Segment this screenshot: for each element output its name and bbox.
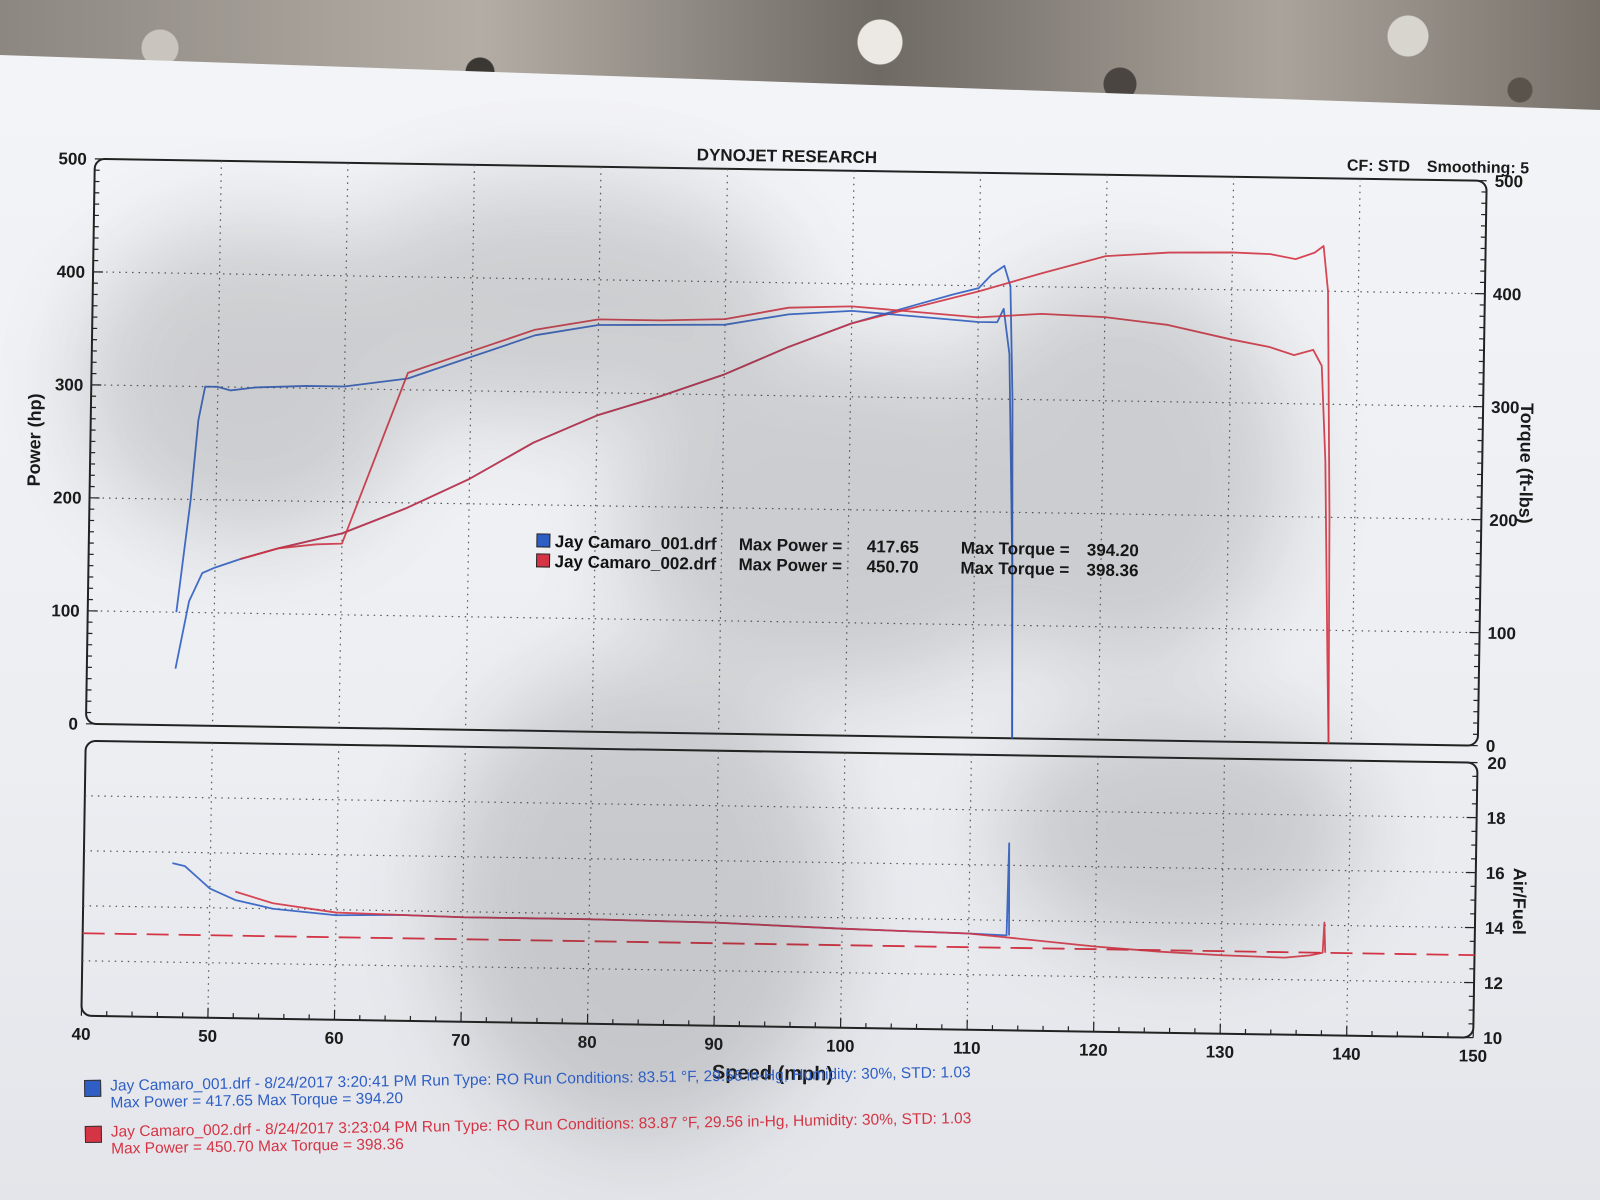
x-tick-label-50: 50 [198,1027,217,1046]
grid-line-x-100 [845,171,854,736]
in-chart-legend: Jay Camaro_001.drf Max Power = 417.65 Ma… [536,532,1139,580]
grid-line-x-120 [1098,175,1107,740]
run1-swatch [84,1080,101,1097]
legend-swatch-run2 [536,554,549,567]
cf-label: CF: STD [1347,158,1410,176]
afr-grid-line-x-50 [208,743,212,1018]
afr-grid-line-x-130 [1220,759,1224,1034]
series-line-torque-run2 [238,297,1335,743]
air-fuel-series [83,829,1477,961]
x-tick-label-130: 130 [1206,1042,1235,1061]
grid-line-x-50 [212,161,221,726]
afr-tick-label-10: 10 [1483,1029,1502,1048]
upper-grid [86,159,1487,746]
lower-grid [81,741,1477,1038]
afr-grid-line-x-90 [714,751,718,1026]
grid-line-x-90 [719,169,728,734]
afr-grid-line-x-120 [1094,757,1098,1032]
grid-line-x-60 [339,163,348,728]
legend-run2-torque-label: Max Torque = [960,559,1069,580]
y2-tick-label-100: 100 [1487,624,1516,643]
y-axis-title-power: Power (hp) [24,393,45,486]
air-fuel-plot-frame [81,741,1477,1038]
afr-tick-label-14: 14 [1485,919,1505,938]
legend-run1-torque-label: Max Torque = [961,539,1070,560]
legend-run2-name: Jay Camaro_002.drf [554,552,716,574]
y-axis-title-torque: Torque (ft-lbs) [1515,403,1537,524]
run-detail-2: Jay Camaro_002.drf - 8/24/2017 3:23:04 P… [85,1108,1085,1158]
y-tick-label-100: 100 [51,601,80,620]
x-tick-label-40: 40 [71,1025,90,1044]
series-line-torque-run1 [175,296,1019,739]
legend-run1-power-value: 417.65 [867,537,919,557]
axis-labels: 40 50 60 70 80 90 100 110 120 130 140 150 0 100 200 300… [45,149,1524,1066]
afr-grid-line-x-70 [461,747,465,1022]
grid-line-x-130 [1225,177,1234,742]
x-tick-label-140: 140 [1332,1044,1361,1063]
series-line-power-run2 [238,229,1336,743]
afr-series-line-run2 [234,892,1325,959]
x-tick-label-90: 90 [704,1035,723,1054]
grid-line-y-100 [88,611,1480,633]
y2-tick-label-300: 300 [1491,398,1520,417]
y-tick-label-300: 300 [55,375,84,394]
afr-grid-line-y-18 [85,796,1477,818]
x-tick-label-70: 70 [451,1031,470,1050]
x-tick-label-150: 150 [1459,1046,1488,1065]
grid-line-x-70 [466,165,475,730]
grid-line-y-200 [90,498,1482,520]
grid-line-y-400 [93,272,1485,294]
y2-tick-label-200: 200 [1489,511,1518,530]
y-tick-label-0: 0 [68,715,78,734]
afr-grid-line-x-110 [967,755,971,1030]
legend-run1-name: Jay Camaro_001.drf [555,532,717,554]
legend-run2-power-label: Max Power = [738,555,842,576]
afr-tick-label-12: 12 [1484,974,1503,993]
afr-tick-label-18: 18 [1487,809,1506,828]
y-tick-label-400: 400 [57,262,86,281]
y-axis-title-air-fuel: Air/Fuel [1509,868,1530,935]
power-torque-plot-frame [86,159,1487,746]
afr-grid-line-y-14 [83,906,1475,928]
x-tick-label-110: 110 [953,1038,981,1057]
x-tick-label-120: 120 [1079,1040,1108,1059]
afr-grid-line-x-100 [841,753,845,1028]
grid-line-x-140 [1351,179,1360,744]
grid-line-x-110 [972,173,981,738]
y2-tick-label-400: 400 [1493,285,1522,304]
x-tick-label-60: 60 [325,1029,344,1048]
afr-grid-line-y-12 [82,961,1474,983]
legend-swatch-run1 [537,534,550,547]
y-tick-label-200: 200 [53,488,82,507]
y-tick-label-500: 500 [58,149,87,168]
afr-grid-line-x-80 [588,749,592,1024]
power-torque-series [175,228,1337,743]
grid-line-y-300 [91,385,1483,407]
afr-grid-line-y-16 [84,851,1476,873]
legend-run2-power-value: 450.70 [866,557,918,577]
grid-line-x-80 [592,167,601,732]
afr-grid-line-x-140 [1347,761,1351,1036]
legend-run2-torque-value: 398.36 [1086,560,1138,580]
legend-run1-torque-value: 394.20 [1087,541,1139,561]
legend-run1-power-label: Max Power = [739,535,843,556]
afr-tick-label-20: 20 [1487,754,1506,773]
x-tick-label-100: 100 [826,1036,855,1055]
run-details-legend: Jay Camaro_001.drf - 8/24/2017 3:20:41 P… [84,1062,1085,1170]
run2-swatch [85,1126,102,1143]
x-tick-label-80: 80 [578,1033,597,1052]
afr-grid-line-x-60 [334,745,338,1020]
chart-title: DYNOJET RESEARCH [697,145,878,167]
afr-reference-line [83,933,1475,955]
smoothing-label: Smoothing: 5 [1427,159,1530,178]
afr-tick-label-16: 16 [1486,864,1505,883]
